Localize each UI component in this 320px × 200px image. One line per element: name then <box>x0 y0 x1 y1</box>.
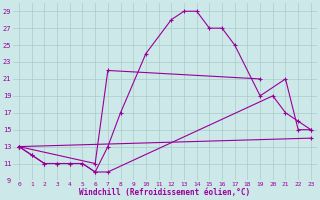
X-axis label: Windchill (Refroidissement éolien,°C): Windchill (Refroidissement éolien,°C) <box>79 188 251 197</box>
